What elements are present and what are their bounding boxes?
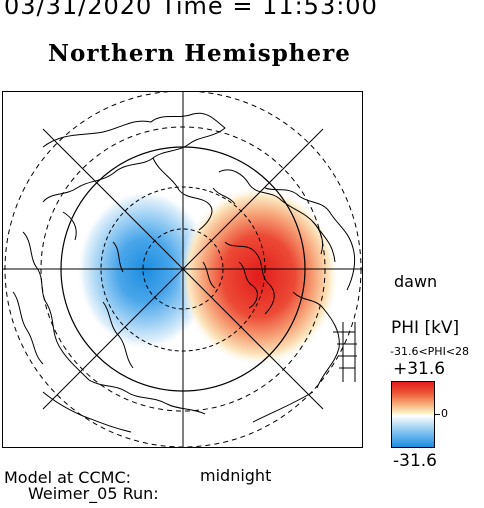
map-frame [2,91,363,448]
meridian-diagonal [42,128,324,410]
colorbar-zero-label: 0 [441,407,448,420]
map-title: Northern Hemisphere [48,40,351,67]
coastlines [12,112,357,433]
colorbar-range: -31.6<PHI<28 [390,345,470,358]
colorbar [391,381,435,448]
midnight-label: midnight [200,466,272,485]
positive-potential-cell [179,186,339,366]
footer-model-line: Model at CCMC: [4,468,131,487]
colorbar-title: PHI [kV] [391,318,460,338]
colorbar-min-label: -31.6 [393,451,437,471]
colorbar-zero-tick [435,414,440,415]
dawn-label: dawn [394,272,438,291]
datetime-header: 03/31/2020 Time = 11:53:00 [4,0,378,20]
polar-map [3,92,362,447]
footer-run-line: Weimer_05 Run: [28,484,159,503]
colorbar-max-label: +31.6 [393,359,446,379]
